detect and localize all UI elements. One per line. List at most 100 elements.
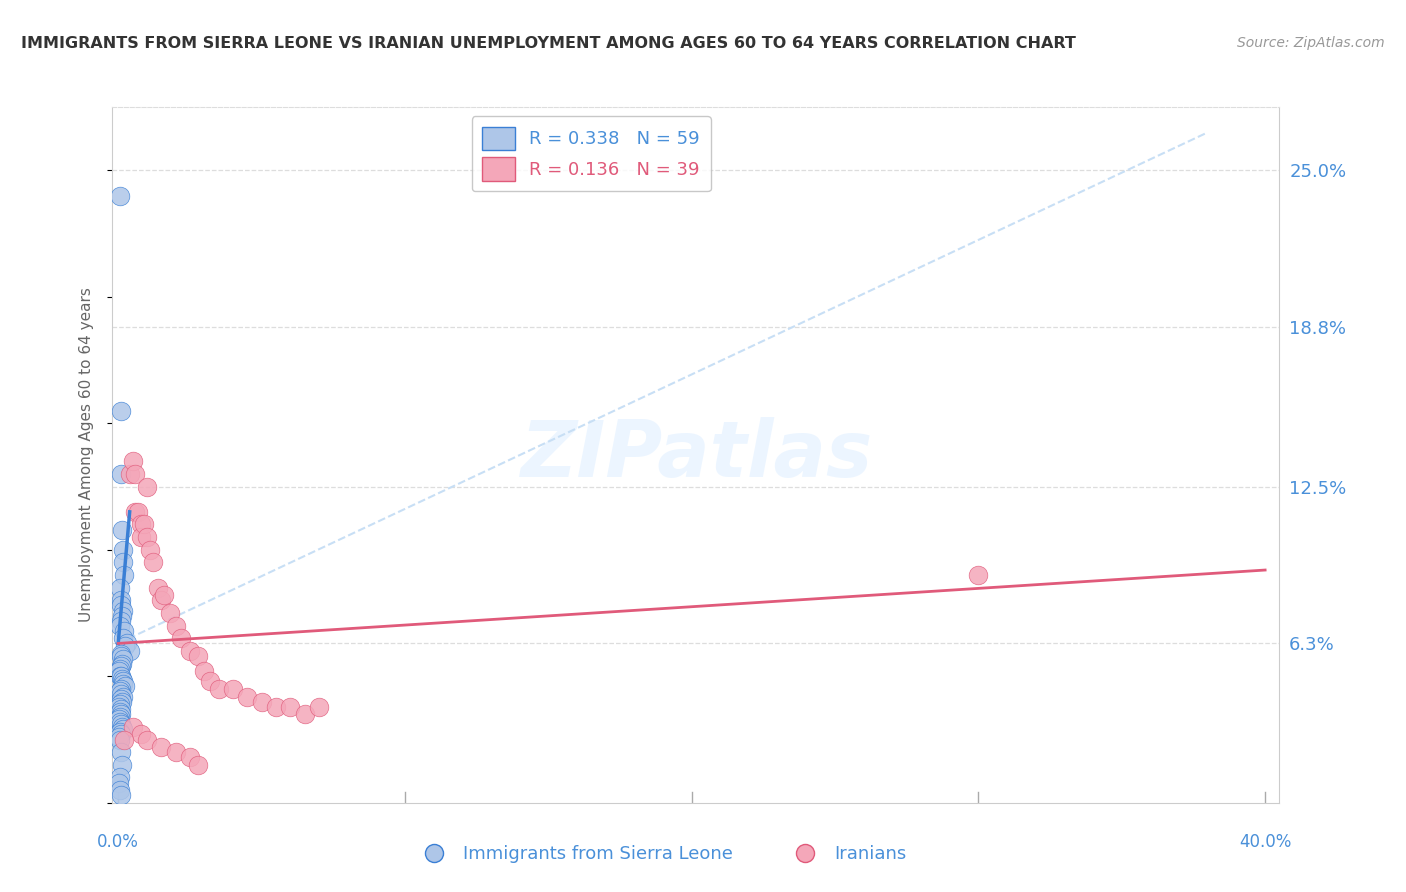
Point <box>110 681 132 696</box>
Point <box>135 479 157 493</box>
Point <box>124 467 146 481</box>
Point <box>112 556 135 570</box>
Point <box>111 603 134 617</box>
Point <box>193 665 215 679</box>
Point <box>110 648 132 663</box>
Point <box>278 699 301 714</box>
Point <box>112 732 135 747</box>
Point <box>121 720 143 734</box>
Point <box>308 699 330 714</box>
Point <box>207 681 229 696</box>
Point <box>108 714 131 729</box>
Point <box>150 593 173 607</box>
Point <box>112 568 135 582</box>
Point <box>108 697 131 711</box>
Point <box>111 690 134 704</box>
Point <box>108 712 131 726</box>
Point <box>222 681 245 696</box>
Text: ZIPatlas: ZIPatlas <box>520 417 872 493</box>
Point <box>110 710 132 724</box>
Point <box>111 720 134 734</box>
Point <box>108 684 131 698</box>
Point <box>129 530 152 544</box>
Point <box>110 599 132 613</box>
Point <box>110 669 132 683</box>
Point <box>150 740 173 755</box>
Point <box>108 705 131 719</box>
Point <box>108 699 131 714</box>
Point <box>112 677 135 691</box>
Point <box>110 771 132 785</box>
Point <box>118 644 141 658</box>
Point <box>179 750 201 764</box>
Point <box>111 672 134 686</box>
Point <box>114 680 136 694</box>
Point <box>250 695 273 709</box>
Point <box>165 618 187 632</box>
Text: Source: ZipAtlas.com: Source: ZipAtlas.com <box>1237 36 1385 50</box>
Point <box>111 542 134 557</box>
Point <box>108 618 131 632</box>
Point <box>111 523 134 537</box>
Point <box>115 636 138 650</box>
Point <box>111 674 134 689</box>
Point <box>110 614 132 628</box>
Point <box>110 702 132 716</box>
Point <box>264 699 287 714</box>
Point <box>108 669 131 683</box>
Point <box>110 593 132 607</box>
Point <box>110 403 132 417</box>
Y-axis label: Unemployment Among Ages 60 to 64 years: Unemployment Among Ages 60 to 64 years <box>79 287 94 623</box>
Point <box>127 505 149 519</box>
Point <box>111 695 134 709</box>
Text: IMMIGRANTS FROM SIERRA LEONE VS IRANIAN UNEMPLOYMENT AMONG AGES 60 TO 64 YEARS C: IMMIGRANTS FROM SIERRA LEONE VS IRANIAN … <box>21 36 1076 51</box>
Text: 40.0%: 40.0% <box>1239 833 1291 851</box>
Point <box>108 581 131 595</box>
Point <box>112 624 135 638</box>
Point <box>110 788 132 802</box>
Point <box>165 745 187 759</box>
Point <box>111 657 134 671</box>
Point <box>159 606 181 620</box>
Point <box>967 568 990 582</box>
Point <box>111 608 134 623</box>
Point <box>132 517 155 532</box>
Point <box>108 732 131 747</box>
Point <box>135 530 157 544</box>
Point <box>108 725 131 739</box>
Point <box>110 717 132 731</box>
Point <box>108 662 131 676</box>
Point <box>108 730 131 744</box>
Point <box>112 632 135 646</box>
Point <box>114 639 136 653</box>
Point <box>153 588 176 602</box>
Legend: Immigrants from Sierra Leone, Iranians: Immigrants from Sierra Leone, Iranians <box>409 838 914 871</box>
Point <box>108 783 131 797</box>
Point <box>129 517 152 532</box>
Point <box>108 775 131 789</box>
Point <box>129 727 152 741</box>
Point <box>179 644 201 658</box>
Point <box>110 467 132 481</box>
Point <box>110 745 132 759</box>
Point <box>170 632 193 646</box>
Point <box>187 757 209 772</box>
Point <box>187 648 209 663</box>
Point <box>148 581 170 595</box>
Point <box>110 692 132 706</box>
Point <box>121 454 143 468</box>
Point <box>198 674 221 689</box>
Point <box>110 647 132 661</box>
Point <box>294 707 316 722</box>
Point <box>236 690 259 704</box>
Point <box>142 556 165 570</box>
Point <box>139 542 162 557</box>
Point <box>118 467 141 481</box>
Point <box>111 723 134 737</box>
Point <box>110 687 132 701</box>
Point <box>110 707 132 722</box>
Text: 0.0%: 0.0% <box>97 833 139 851</box>
Point <box>111 651 134 665</box>
Point <box>110 659 132 673</box>
Point <box>124 505 146 519</box>
